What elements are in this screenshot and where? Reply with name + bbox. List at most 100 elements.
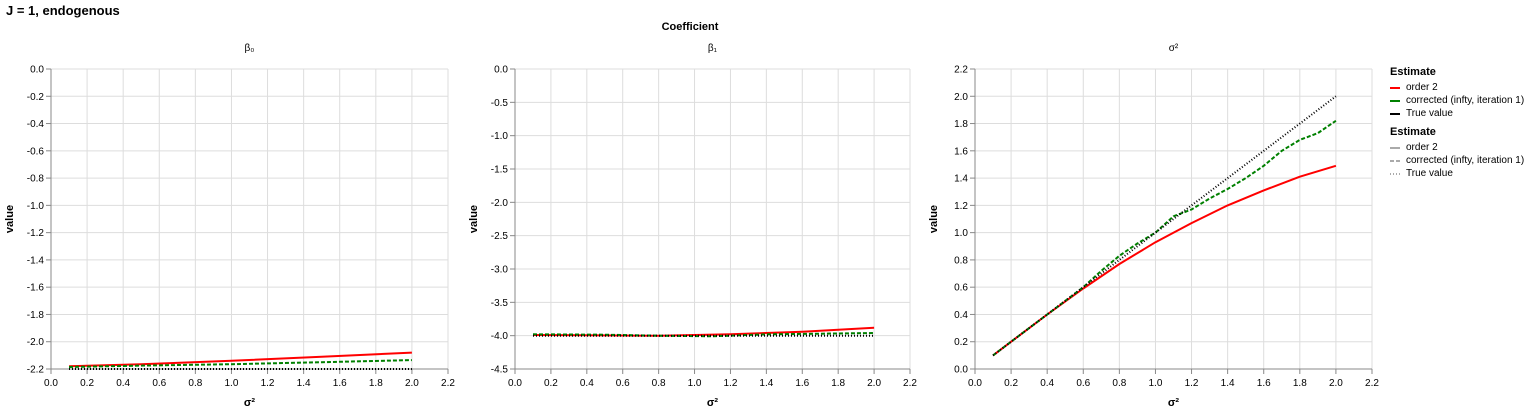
legend-dash-title: Estimate <box>1390 126 1436 138</box>
y-tick-label: 1.0 <box>954 228 968 239</box>
x-tick-label: 0.8 <box>1112 378 1126 389</box>
x-tick-label: 1.8 <box>1293 378 1307 389</box>
y-tick-label: 0.0 <box>954 365 968 376</box>
y-tick-label: 0.8 <box>954 255 968 266</box>
x-axis-title: σ² <box>244 397 256 409</box>
x-tick-label: 0.6 <box>616 378 630 389</box>
facet-header: Coefficient <box>661 21 719 33</box>
x-axis-title: σ² <box>1168 397 1180 409</box>
x-tick-label: 1.0 <box>1149 378 1163 389</box>
y-tick-label: -4.5 <box>491 365 509 376</box>
y-axis-title: value <box>468 205 480 233</box>
y-tick-label: -1.0 <box>27 201 45 212</box>
legend-label: order 2 <box>1406 82 1438 93</box>
y-tick-label: -1.6 <box>27 283 45 294</box>
legend-swatch-dotted <box>1390 173 1400 174</box>
legend-swatch-solid <box>1390 147 1400 148</box>
x-tick-label: 1.6 <box>1257 378 1271 389</box>
x-tick-label: 1.6 <box>795 378 809 389</box>
x-tick-label: 2.0 <box>405 378 419 389</box>
x-tick-label: 0.0 <box>508 378 522 389</box>
y-tick-label: -1.0 <box>491 131 509 142</box>
legend-item-true-value: True value <box>1390 107 1524 120</box>
x-tick-label: 0.0 <box>968 378 982 389</box>
y-tick-label: -2.2 <box>27 365 45 376</box>
legend-item-order-2-dash: order 2 <box>1390 141 1524 154</box>
x-tick-label: 1.2 <box>1185 378 1199 389</box>
y-tick-label: 1.6 <box>954 146 968 157</box>
legend-swatch-dashed <box>1390 160 1400 161</box>
x-tick-label: 0.2 <box>544 378 558 389</box>
panel-title: β₁ <box>708 43 718 54</box>
y-tick-label: -0.2 <box>27 92 45 103</box>
x-tick-label: 0.8 <box>188 378 202 389</box>
y-tick-label: 0.6 <box>954 283 968 294</box>
y-tick-label: 0.0 <box>494 65 508 76</box>
figure-title: J = 1, endogenous <box>6 3 120 18</box>
x-tick-label: 0.2 <box>80 378 94 389</box>
y-tick-label: -1.5 <box>491 165 509 176</box>
x-tick-label: 0.2 <box>1004 378 1018 389</box>
y-tick-label: -0.4 <box>27 119 45 130</box>
y-tick-label: 0.2 <box>954 337 968 348</box>
x-tick-label: 1.4 <box>1221 378 1235 389</box>
x-tick-label: 0.6 <box>1076 378 1090 389</box>
y-tick-label: -0.5 <box>491 98 509 109</box>
legend-label: order 2 <box>1406 142 1438 153</box>
x-tick-label: 2.2 <box>903 378 917 389</box>
x-tick-label: 1.8 <box>369 378 383 389</box>
y-tick-label: -1.8 <box>27 310 45 321</box>
series-line-order-2 <box>68 351 412 368</box>
legend-swatch-green <box>1390 99 1400 102</box>
y-tick-label: -4.0 <box>491 331 509 342</box>
x-tick-label: 1.0 <box>688 378 702 389</box>
legend-item-order-2: order 2 <box>1390 81 1524 94</box>
x-tick-label: 0.8 <box>652 378 666 389</box>
panel-title: β₀ <box>245 43 255 54</box>
x-tick-label: 2.2 <box>1365 378 1379 389</box>
y-tick-label: 1.2 <box>954 201 968 212</box>
x-tick-label: 1.6 <box>333 378 347 389</box>
chart-canvas: 0.0 0.2 0.4 0.6 0.8 1.0 1.2 1.4 1.6 1.8 2.0 2.2 0.0 -… <box>4 43 1379 409</box>
x-tick-label: 1.0 <box>225 378 239 389</box>
y-tick-label: 1.8 <box>954 119 968 130</box>
y-tick-label: 2.2 <box>954 65 968 76</box>
y-axis-title: value <box>928 205 940 233</box>
y-tick-label: -3.5 <box>491 298 509 309</box>
y-axis-title: value <box>4 205 16 233</box>
y-tick-label: -1.4 <box>27 255 45 266</box>
x-tick-label: 1.4 <box>759 378 773 389</box>
x-tick-label: 0.4 <box>580 378 594 389</box>
y-tick-label: 0.4 <box>954 310 968 321</box>
legend: Estimate order 2 corrected (infty, itera… <box>1390 66 1524 186</box>
y-tick-label: -2.0 <box>491 198 509 209</box>
series-line-order-2 <box>992 164 1337 357</box>
y-tick-label: -3.0 <box>491 265 509 276</box>
x-tick-label: 0.4 <box>116 378 130 389</box>
y-tick-label: -0.8 <box>27 174 45 185</box>
legend-label: True value <box>1406 168 1453 179</box>
x-tick-label: 0.4 <box>1040 378 1054 389</box>
x-tick-label: 2.0 <box>1329 378 1343 389</box>
legend-color-title: Estimate <box>1390 66 1436 78</box>
y-tick-label: 1.4 <box>954 174 968 185</box>
legend-item-true-value-dash: True value <box>1390 167 1524 180</box>
legend-item-corrected: corrected (infty, iteration 1) <box>1390 94 1524 107</box>
panel-title: σ² <box>1169 43 1179 54</box>
x-tick-label: 1.2 <box>261 378 275 389</box>
series-line-corrected <box>68 359 412 368</box>
legend-dash-group: Estimate order 2 corrected (infty, itera… <box>1390 126 1524 180</box>
x-tick-label: 2.2 <box>441 378 455 389</box>
legend-label: corrected (infty, iteration 1) <box>1406 95 1525 106</box>
y-tick-label: -1.2 <box>27 228 45 239</box>
y-tick-label: -2.5 <box>491 231 509 242</box>
x-tick-label: 1.2 <box>724 378 738 389</box>
legend-item-corrected-dash: corrected (infty, iteration 1) <box>1390 154 1524 167</box>
y-tick-label: -0.6 <box>27 146 45 157</box>
x-tick-label: 1.8 <box>831 378 845 389</box>
y-tick-label: -2.0 <box>27 337 45 348</box>
legend-swatch-black <box>1390 112 1400 115</box>
x-axis-title: σ² <box>707 397 719 409</box>
legend-label: True value <box>1406 108 1453 119</box>
legend-color-group: Estimate order 2 corrected (infty, itera… <box>1390 66 1524 120</box>
